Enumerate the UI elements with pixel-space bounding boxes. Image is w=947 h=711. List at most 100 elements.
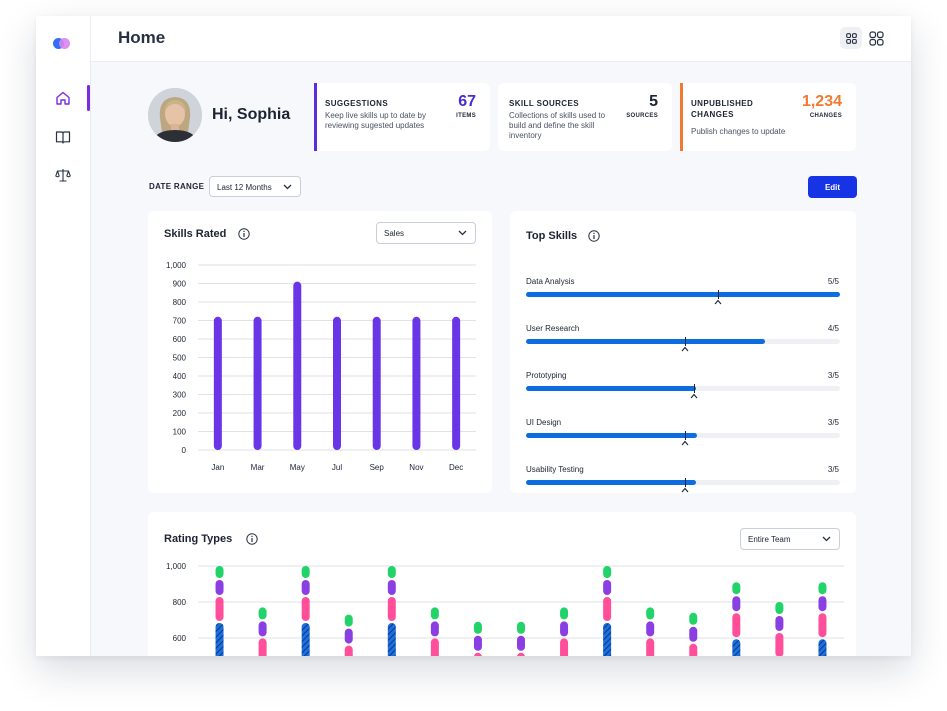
chevron-up-icon xyxy=(681,487,688,493)
x-tick-label: Dec xyxy=(449,463,463,472)
bar xyxy=(333,316,341,450)
chevron-up-icon xyxy=(681,346,688,352)
benchmark-marker xyxy=(693,384,695,393)
segment-blue xyxy=(603,623,612,656)
segment-pink xyxy=(474,652,482,656)
chevron-down-icon xyxy=(822,536,831,542)
top-skills-card: Top Skills Data Analysis 5/5 User Research… xyxy=(510,211,856,493)
stat-desc-line: Collections of skills used to xyxy=(509,111,606,120)
segment-green xyxy=(775,602,784,614)
skill-score: 3/5 xyxy=(827,465,839,474)
date-range-value: Last 12 Months xyxy=(217,183,272,192)
segment-green xyxy=(818,582,827,595)
rating-types-title: Rating Types xyxy=(164,533,233,545)
segment-green xyxy=(258,607,267,620)
segment-purple xyxy=(430,621,439,637)
edit-button[interactable]: Edit xyxy=(808,176,857,198)
segment-pink xyxy=(689,643,698,656)
segment-pink xyxy=(646,638,655,656)
segment-blue xyxy=(215,623,224,656)
y-tick-label: 200 xyxy=(173,409,187,418)
suggestions-card[interactable]: SUGGESTIONS Keep live skills up to date … xyxy=(314,83,490,151)
chevron-up-icon xyxy=(690,393,698,399)
large-grid-icon[interactable] xyxy=(865,27,887,49)
segment-purple xyxy=(387,580,396,595)
stat-label-line: UNPUBLISHED xyxy=(691,99,754,108)
page-title: Home xyxy=(118,28,166,47)
top-bar: Home xyxy=(91,16,911,62)
skill-name: Prototyping xyxy=(526,371,567,380)
x-tick-label: Jan xyxy=(211,463,224,472)
stat-label: SUGGESTIONS xyxy=(325,99,389,108)
compact-grid-icon[interactable] xyxy=(840,27,862,49)
team-filter-select[interactable]: Entire Team xyxy=(740,528,840,550)
skill-track xyxy=(526,431,840,446)
segment-green xyxy=(430,607,439,620)
segment-pink xyxy=(430,638,439,656)
skills-filter-select[interactable]: Sales xyxy=(376,222,476,244)
segment-pink xyxy=(560,638,569,656)
segment-purple xyxy=(215,580,224,595)
y-tick-label: 900 xyxy=(173,280,187,289)
y-tick-label: 800 xyxy=(173,598,187,607)
segment-green xyxy=(560,607,569,620)
segment-blue xyxy=(732,639,741,656)
y-tick-label: 700 xyxy=(173,317,187,326)
nav-book-icon[interactable] xyxy=(52,126,74,148)
segment-pink xyxy=(775,633,784,656)
skill-sources-card[interactable]: SKILL SOURCES Collections of skills used… xyxy=(498,83,672,151)
nav-active-indicator xyxy=(87,85,90,111)
stat-unit: SOURCES xyxy=(626,113,658,119)
y-tick-label: 800 xyxy=(173,298,187,307)
skill-score: 5/5 xyxy=(827,277,839,286)
segment-green xyxy=(646,607,655,620)
skill-fill xyxy=(526,480,696,485)
skill-fill xyxy=(526,292,840,297)
segment-purple xyxy=(473,635,482,651)
skill-score: 4/5 xyxy=(827,324,839,333)
info-icon[interactable] xyxy=(238,228,250,240)
y-tick-label: 400 xyxy=(173,372,187,381)
skill-track xyxy=(526,337,840,352)
segment-purple xyxy=(732,596,741,612)
card-accent xyxy=(314,83,317,151)
segment-pink xyxy=(258,638,267,656)
info-icon[interactable] xyxy=(246,533,258,545)
skill-track xyxy=(526,478,840,493)
team-filter-value: Entire Team xyxy=(748,535,791,544)
unpublished-changes-card[interactable]: UNPUBLISHED CHANGES Publish changes to u… xyxy=(680,83,856,151)
y-tick-label: 300 xyxy=(173,391,187,400)
app-logo xyxy=(53,37,73,51)
stat-unit: CHANGES xyxy=(809,113,842,119)
skills-rated-chart: 1,000 900 800 700 600 500 400 300 200 100 0 Jan Mar M… xyxy=(166,261,476,472)
profile-card: Hi, Sophia xyxy=(148,84,308,150)
segment-purple xyxy=(603,580,612,595)
nav-home-icon[interactable] xyxy=(52,87,74,109)
info-icon[interactable] xyxy=(588,230,600,242)
skills-rated-card: Skills Rated Sales 1,000 900 800 700 600 500 4… xyxy=(148,211,492,493)
y-tick-label: 1,000 xyxy=(166,562,187,571)
segment-green xyxy=(689,612,698,625)
segment-purple xyxy=(517,635,525,651)
segment-pink xyxy=(344,645,353,656)
skill-fill xyxy=(526,433,698,438)
segment-pink xyxy=(215,597,224,621)
segment-purple xyxy=(258,621,267,637)
bar xyxy=(253,316,262,450)
nav-scale-icon[interactable] xyxy=(52,164,74,186)
stat-value: 1,234 xyxy=(801,93,842,110)
bar xyxy=(372,316,381,450)
segment-green xyxy=(473,621,482,634)
benchmark-marker xyxy=(684,478,686,487)
skill-fill xyxy=(526,386,696,391)
x-tick-label: Sep xyxy=(370,463,385,472)
stat-desc-line: Publish changes to update xyxy=(691,127,786,136)
segment-pink xyxy=(603,597,612,621)
date-range-select[interactable]: Last 12 Months xyxy=(209,176,301,197)
x-tick-label: Mar xyxy=(251,463,265,472)
benchmark-marker xyxy=(684,337,686,346)
skill-track xyxy=(526,384,840,399)
skill-fill xyxy=(526,339,765,344)
bar xyxy=(452,316,461,450)
segment-green xyxy=(344,614,353,627)
